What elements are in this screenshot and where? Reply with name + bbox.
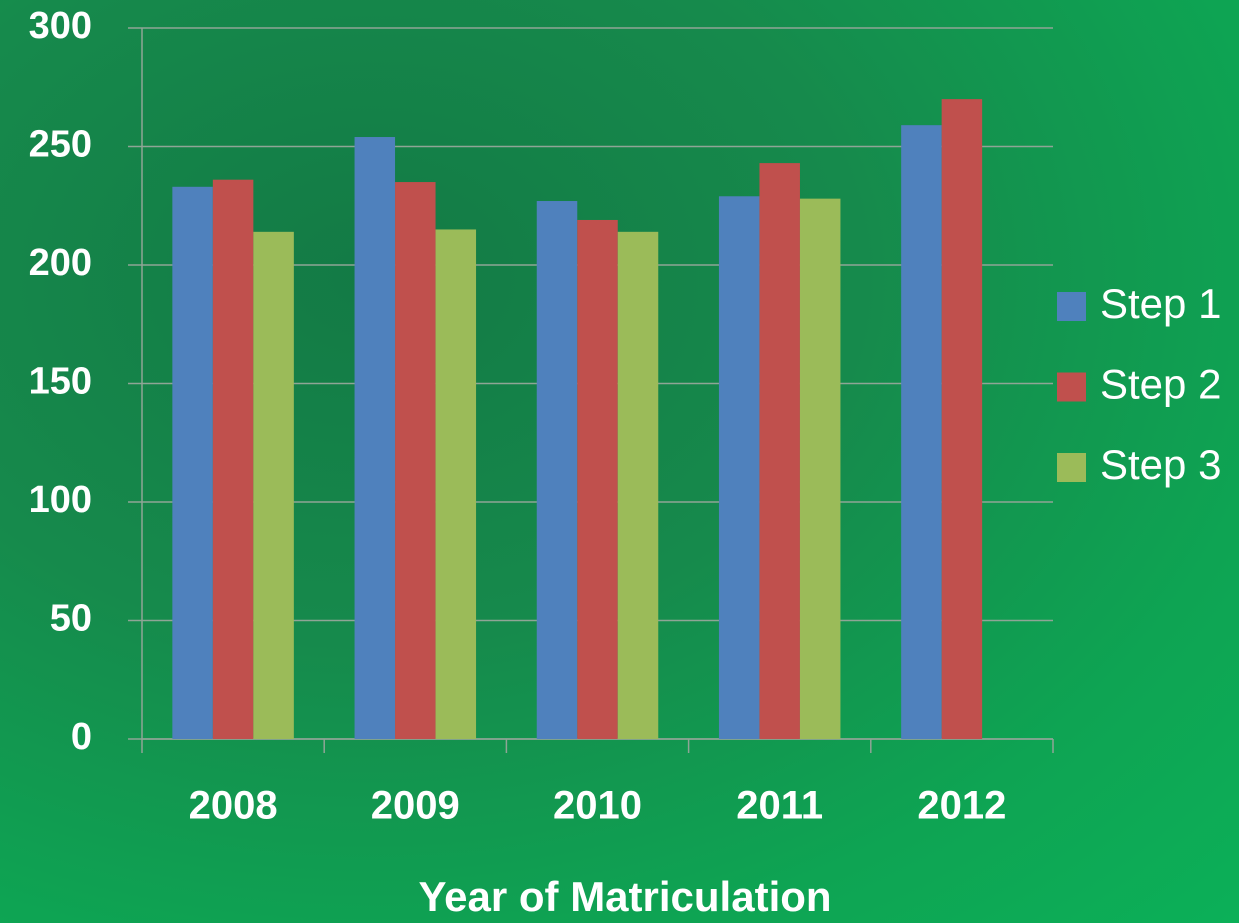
legend-label: Step 3 [1100,441,1221,488]
bar [172,186,213,740]
x-tick-label: 2011 [736,784,823,828]
legend-swatch [1057,372,1086,402]
bar [253,231,294,739]
y-tick-label: 50 [50,598,92,640]
x-tick-label: 2012 [917,784,1006,828]
y-tick-label: 0 [71,716,92,758]
bar [901,125,942,740]
legend-swatch [1057,453,1086,482]
legend-swatch [1057,292,1086,321]
bar [212,179,254,739]
bar [354,137,396,739]
x-tick-label: 2009 [371,784,460,828]
legend-label: Step 2 [1100,361,1221,408]
y-tick-label: 150 [29,361,92,403]
bar [759,163,800,740]
x-tick-label: 2010 [553,784,642,828]
bar [941,99,983,740]
bar [536,201,578,739]
x-axis-title: Year of Matriculation [418,873,831,920]
legend-label: Step 1 [1100,280,1221,327]
bar [395,182,436,740]
x-tick-label: 2008 [189,784,278,828]
y-tick-label: 300 [29,5,92,47]
bar [435,229,477,739]
y-tick-label: 250 [29,124,92,166]
y-tick-label: 200 [29,242,92,284]
bar [577,219,618,740]
bar [718,196,760,739]
bar [799,198,841,739]
y-tick-label: 100 [29,479,92,521]
bar [617,231,659,739]
